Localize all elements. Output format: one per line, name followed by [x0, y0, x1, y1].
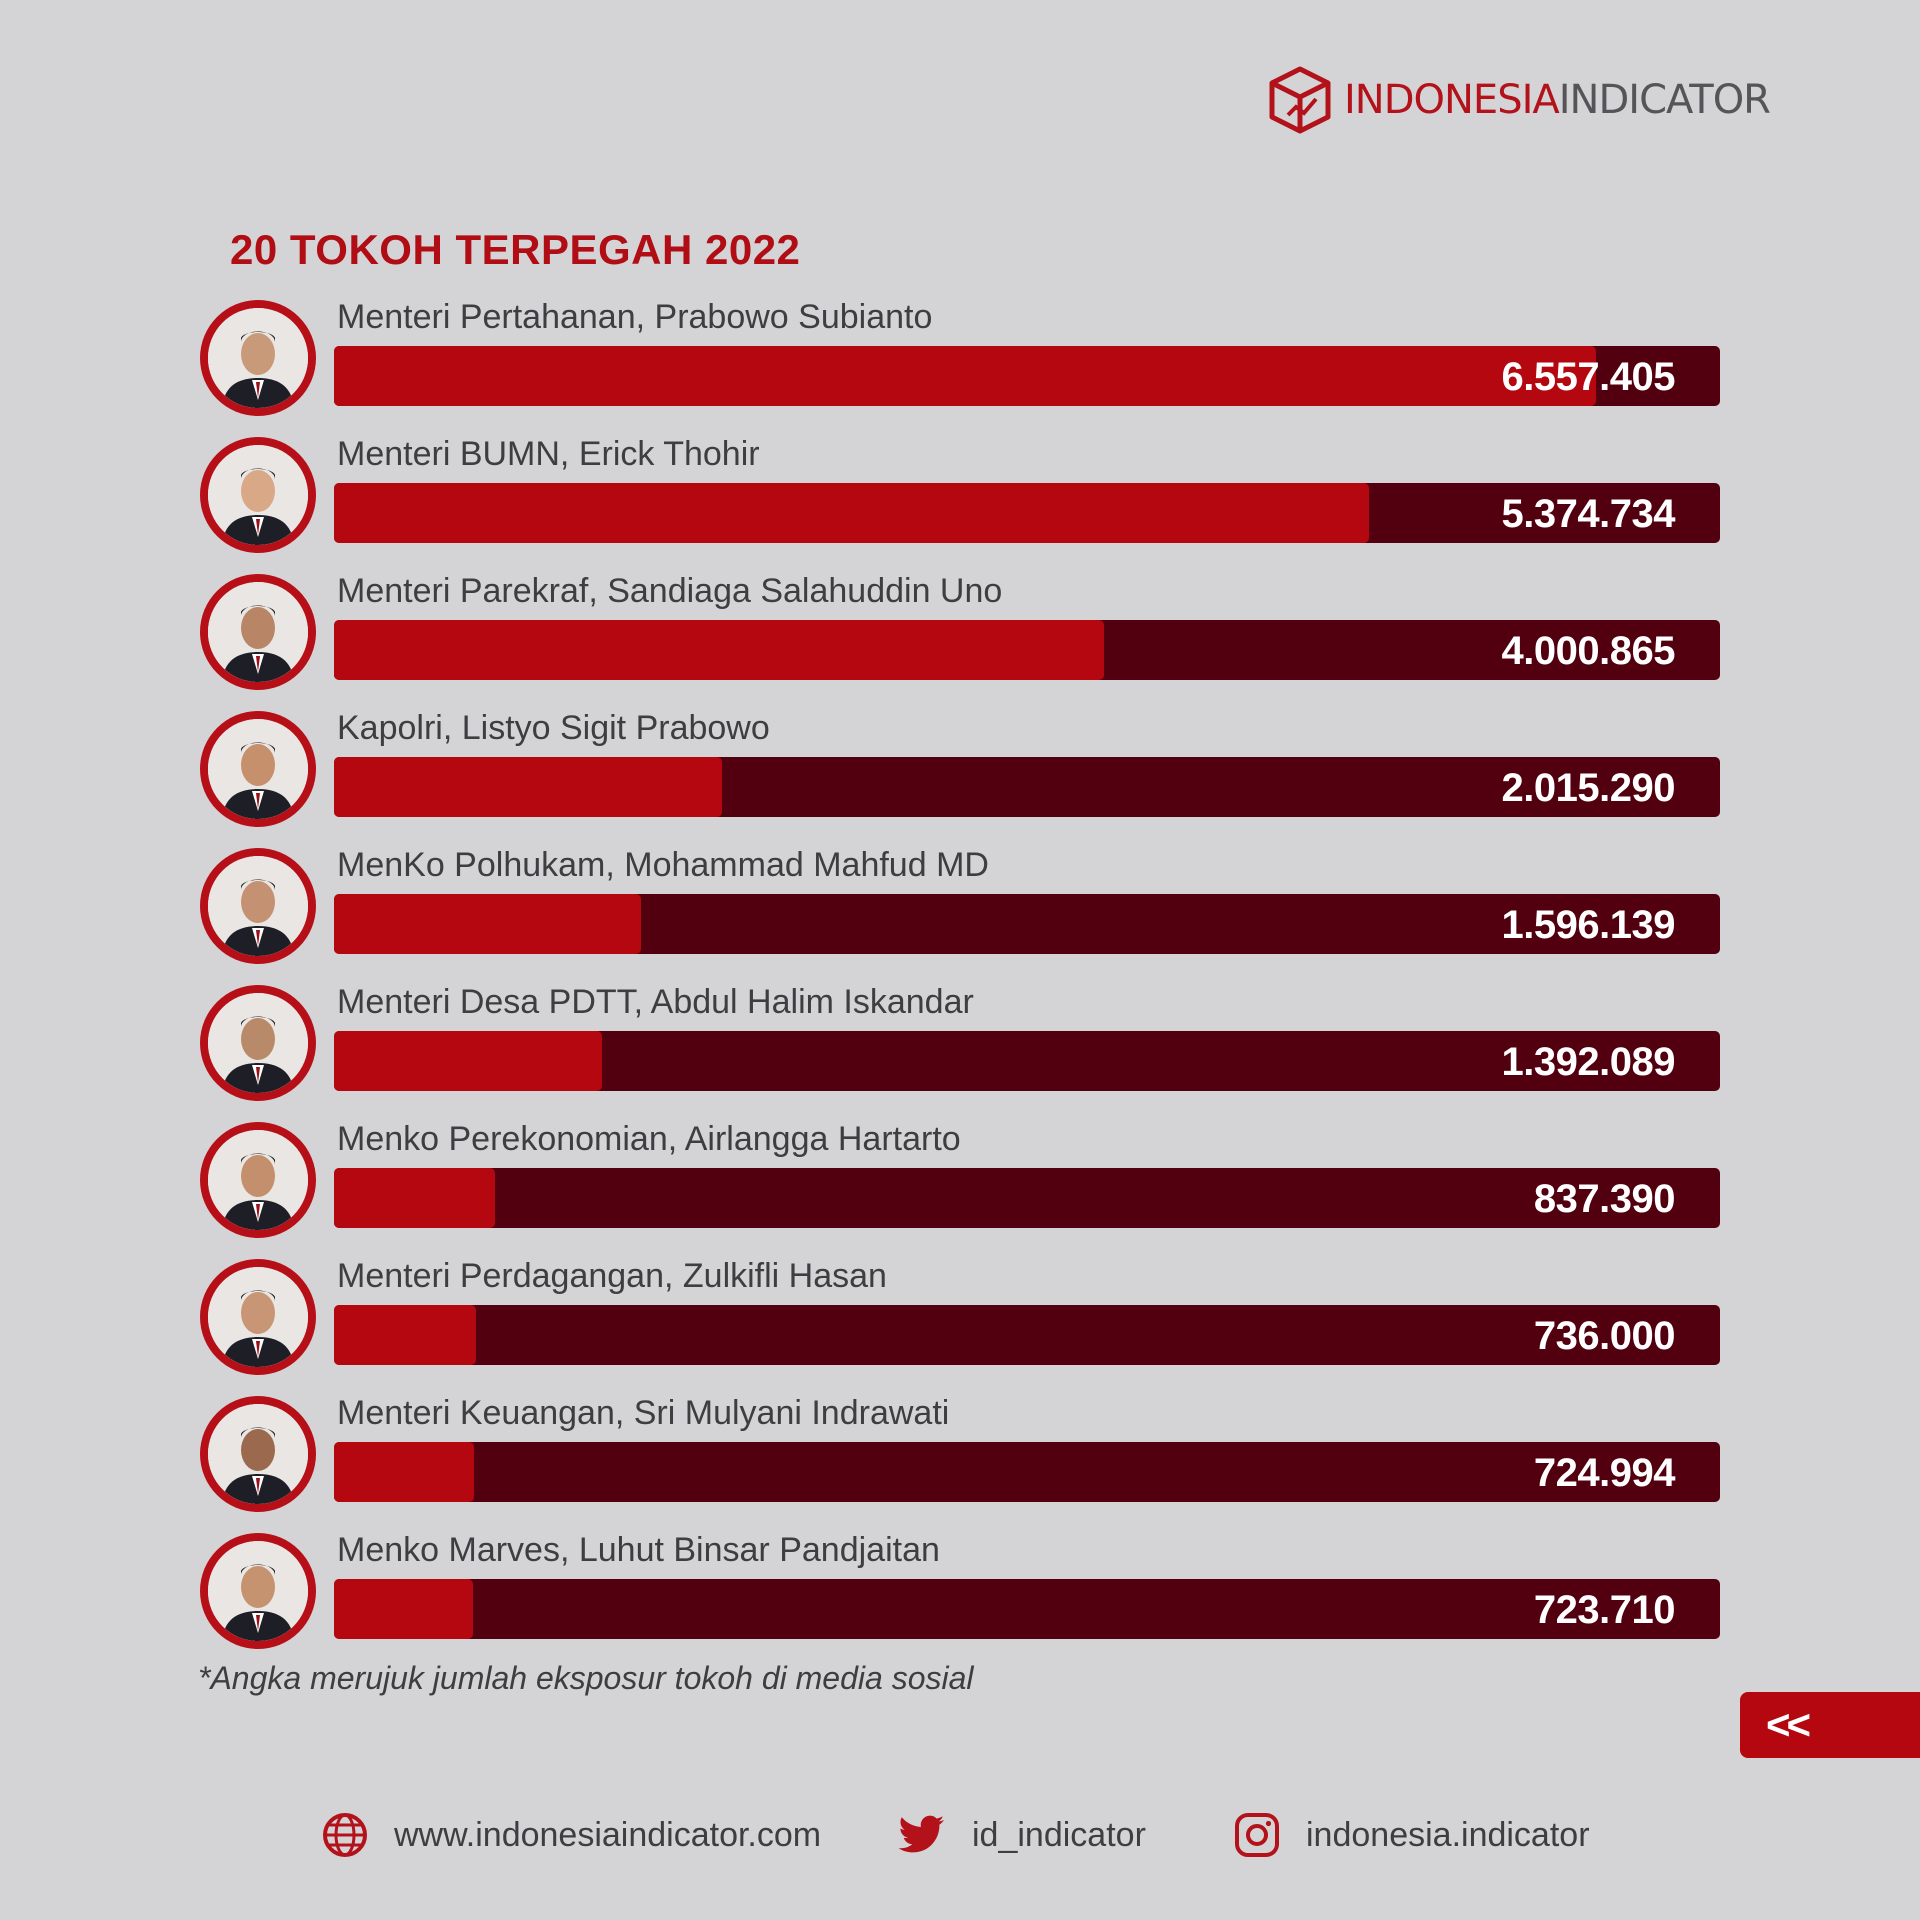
- bar-label: MenKo Polhukam, Mohammad Mahfud MD: [337, 846, 989, 884]
- bar: [334, 620, 1105, 680]
- bar-track: 736.000: [334, 1305, 1720, 1365]
- bar-label: Menko Marves, Luhut Binsar Pandjaitan: [337, 1531, 940, 1569]
- twitter-handle[interactable]: id_indicator: [972, 1815, 1146, 1854]
- bar-track: 1.596.139: [334, 894, 1720, 954]
- bar: [334, 1031, 602, 1091]
- bar-label: Menteri Parekraf, Sandiaga Salahuddin Un…: [337, 572, 1003, 610]
- bar-value-label: 724.994: [1533, 1451, 1676, 1495]
- bar-label: Menteri Perdagangan, Zulkifli Hasan: [337, 1257, 887, 1295]
- bar-value-label: 6.557.405: [1501, 355, 1676, 399]
- chart-row: Menko Perekonomian, Airlangga Hartarto 83…: [0, 1120, 1920, 1259]
- cube-logo-icon: [1269, 66, 1331, 134]
- bar-value-label: 837.390: [1533, 1177, 1676, 1221]
- person-portrait-icon: [208, 582, 308, 682]
- avatar: [200, 711, 316, 827]
- avatar: [200, 1122, 316, 1238]
- bar-track: 1.392.089: [334, 1031, 1720, 1091]
- footer-twitter[interactable]: id_indicator: [898, 1810, 1146, 1860]
- bar-label: Menko Perekonomian, Airlangga Hartarto: [337, 1120, 961, 1158]
- avatar: [200, 985, 316, 1101]
- bar: [334, 346, 1597, 406]
- bar-value-label: 4.000.865: [1501, 629, 1676, 673]
- person-portrait-icon: [208, 445, 308, 545]
- bar: [334, 1442, 474, 1502]
- chart-row: Menteri Perdagangan, Zulkifli Hasan 736.0…: [0, 1257, 1920, 1396]
- avatar-photo: [208, 1404, 308, 1504]
- chart-row: Menteri Keuangan, Sri Mulyani Indrawati 7…: [0, 1394, 1920, 1533]
- person-portrait-icon: [208, 719, 308, 819]
- person-portrait-icon: [208, 1541, 308, 1641]
- chart-row: Menteri BUMN, Erick Thohir 5.374.734: [0, 435, 1920, 574]
- bar: [334, 757, 722, 817]
- brand-logo: INDONESIAINDICATOR: [1268, 60, 1771, 140]
- avatar: [200, 1259, 316, 1375]
- twitter-bird-icon: [898, 1815, 944, 1853]
- bar-label: Kapolri, Listyo Sigit Prabowo: [337, 709, 770, 747]
- person-portrait-icon: [208, 308, 308, 408]
- person-portrait-icon: [208, 856, 308, 956]
- website-link[interactable]: www.indonesiaindicator.com: [394, 1815, 822, 1854]
- bar-track: 724.994: [334, 1442, 1720, 1502]
- person-portrait-icon: [208, 993, 308, 1093]
- avatar: [200, 1533, 316, 1649]
- bar: [334, 1168, 496, 1228]
- instagram-icon: [1235, 1813, 1279, 1857]
- bar: [334, 483, 1369, 543]
- brand-name-part1: INDONESIA: [1344, 77, 1560, 123]
- avatar: [200, 300, 316, 416]
- brand-name-part2: INDICATOR: [1558, 77, 1771, 123]
- instagram-handle[interactable]: indonesia.indicator: [1306, 1815, 1590, 1854]
- bar-track: 6.557.405: [334, 346, 1720, 406]
- bar-label: Menteri Keuangan, Sri Mulyani Indrawati: [337, 1394, 950, 1432]
- chart-row: MenKo Polhukam, Mohammad Mahfud MD 1.596.…: [0, 846, 1920, 985]
- bar: [334, 1579, 474, 1639]
- avatar: [200, 437, 316, 553]
- avatar: [200, 1396, 316, 1512]
- avatar-photo: [208, 1130, 308, 1230]
- chart-title: 20 TOKOH TERPEGAH 2022: [230, 226, 801, 273]
- bar-label: Menteri Pertahanan, Prabowo Subianto: [337, 298, 933, 336]
- bar-track: 2.015.290: [334, 757, 1720, 817]
- globe-icon: [323, 1813, 367, 1857]
- brand-name: INDONESIAINDICATOR: [1344, 77, 1771, 123]
- back-button[interactable]: <<: [1740, 1692, 1920, 1758]
- chart-row: Menko Marves, Luhut Binsar Pandjaitan 723…: [0, 1531, 1920, 1670]
- chart-row: Menteri Parekraf, Sandiaga Salahuddin Un…: [0, 572, 1920, 711]
- bar-label: Menteri Desa PDTT, Abdul Halim Iskandar: [337, 983, 974, 1021]
- avatar: [200, 574, 316, 690]
- footer-instagram[interactable]: indonesia.indicator: [1234, 1810, 1590, 1860]
- footer-website[interactable]: www.indonesiaindicator.com: [322, 1810, 821, 1860]
- avatar-photo: [208, 993, 308, 1093]
- avatar-photo: [208, 719, 308, 819]
- bar-value-label: 1.392.089: [1501, 1040, 1676, 1084]
- bar-track: 837.390: [334, 1168, 1720, 1228]
- avatar: [200, 848, 316, 964]
- avatar-photo: [208, 582, 308, 682]
- bar: [334, 1305, 476, 1365]
- person-portrait-icon: [208, 1130, 308, 1230]
- chart-row: Kapolri, Listyo Sigit Prabowo 2.015.290: [0, 709, 1920, 848]
- bar-track: 4.000.865: [334, 620, 1720, 680]
- bar-value-label: 1.596.139: [1501, 903, 1676, 947]
- bar-value-label: 723.710: [1533, 1588, 1676, 1632]
- bar-track: 5.374.734: [334, 483, 1720, 543]
- bar: [334, 894, 642, 954]
- bar-value-label: 2.015.290: [1501, 766, 1676, 810]
- bar-value-label: 5.374.734: [1501, 492, 1676, 536]
- person-portrait-icon: [208, 1267, 308, 1367]
- avatar-photo: [208, 1267, 308, 1367]
- chart-row: Menteri Desa PDTT, Abdul Halim Iskandar 1…: [0, 983, 1920, 1122]
- avatar-photo: [208, 856, 308, 956]
- person-portrait-icon: [208, 1404, 308, 1504]
- bar-value-label: 736.000: [1533, 1314, 1676, 1358]
- bar-label: Menteri BUMN, Erick Thohir: [337, 435, 760, 473]
- chart-row: Menteri Pertahanan, Prabowo Subianto 6.55…: [0, 298, 1920, 437]
- avatar-photo: [208, 308, 308, 408]
- avatar-photo: [208, 445, 308, 545]
- avatar-photo: [208, 1541, 308, 1641]
- footnote: *Angka merujuk jumlah eksposur tokoh di …: [198, 1660, 974, 1696]
- bar-track: 723.710: [334, 1579, 1720, 1639]
